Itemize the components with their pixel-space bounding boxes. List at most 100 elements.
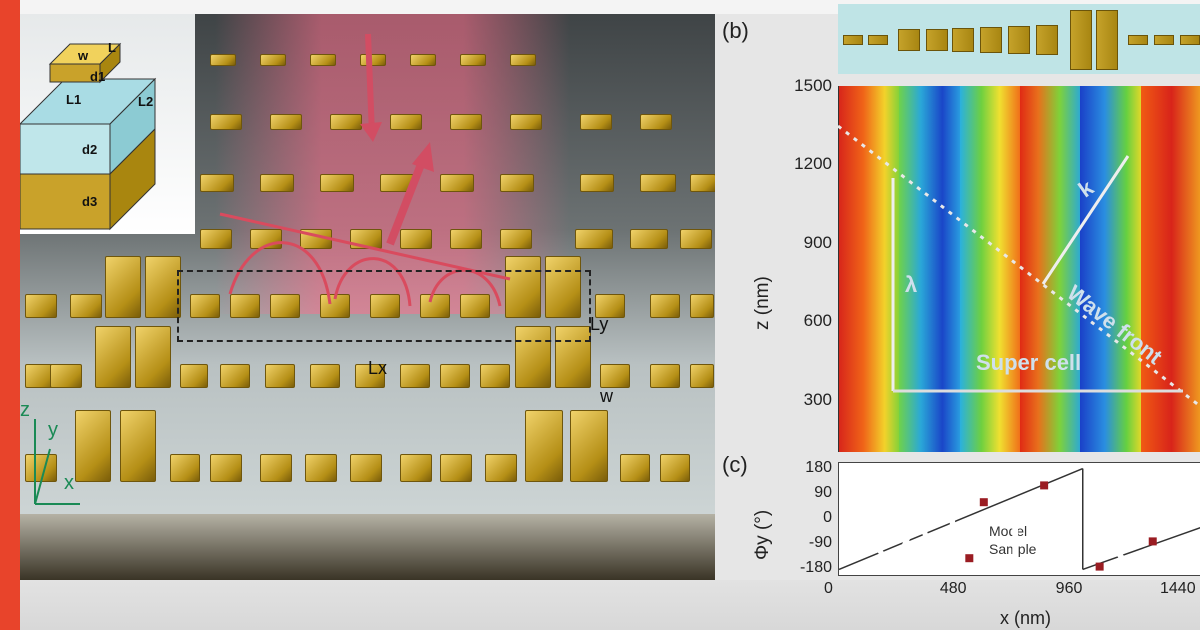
nanobar [230, 294, 260, 318]
nanobar [135, 326, 171, 388]
nanobar [640, 174, 676, 192]
model-line-segment [1082, 526, 1200, 571]
nanobar [320, 174, 354, 192]
nanobar [505, 256, 541, 318]
nanobar [390, 114, 422, 130]
nanobar [440, 364, 470, 388]
nanobar [330, 114, 362, 130]
nanobar [485, 454, 517, 482]
axis-gizmo [34, 419, 80, 505]
nanobar [650, 294, 680, 318]
sample-point [965, 554, 974, 563]
sample-point [1095, 562, 1104, 571]
brand-logo-text: ХАЙТЕК [848, 503, 1133, 572]
supercell-nanobar [1096, 10, 1118, 70]
nanobar [200, 229, 232, 249]
phase-x-axis-label: x (nm) [1000, 608, 1051, 628]
nanobar [440, 454, 472, 482]
nanobar [355, 364, 385, 388]
nanobar [180, 364, 208, 388]
wavelet-arc [333, 257, 412, 307]
nanobar [690, 294, 714, 318]
reflected-arrow-head [412, 142, 434, 172]
metasurface-panel: w L d1 L1 L2 d2 d3 Ly Lx w z y x [20, 14, 715, 580]
phase-y-tick: -180 [799, 559, 832, 577]
nanobar [680, 229, 712, 249]
nanobar [260, 454, 292, 482]
heatmap-y-tick: 600 [803, 311, 832, 331]
nanobar [210, 114, 242, 130]
left-accent-bar [0, 0, 20, 630]
label-lx: Lx [368, 358, 388, 378]
inset-label-w: w [78, 48, 89, 63]
unit-cell-drawing [20, 42, 157, 231]
nanobar [310, 54, 336, 66]
nanobar [460, 294, 490, 318]
nanobar [400, 454, 432, 482]
nanobar [595, 294, 625, 318]
substrate [20, 514, 715, 580]
inset-label-d1: d1 [90, 69, 106, 84]
nanobar [510, 54, 536, 66]
wavefront-line [219, 212, 511, 281]
phase-plot-canvas [838, 467, 1200, 571]
inset-label-l2: L2 [138, 94, 154, 109]
nanobar [460, 54, 486, 66]
sample-point [1148, 537, 1157, 546]
nanobar [120, 410, 156, 482]
phase-y-tick: 0 [823, 509, 832, 526]
nanobar [570, 410, 608, 482]
phase-x-tick: 0 [824, 580, 833, 597]
nanobar [410, 54, 436, 66]
wave-front-line [838, 124, 1200, 408]
nanobar [305, 454, 337, 482]
super-cell-label: Super cell [976, 350, 1082, 375]
reflected-arrow [386, 152, 429, 246]
nanobar [650, 364, 680, 388]
nanobar [575, 229, 613, 249]
phase-y-tick: 180 [805, 458, 832, 476]
inset-label-l: L [108, 40, 116, 55]
nanobar [370, 294, 400, 318]
nanobar [70, 294, 102, 318]
panel-c-label: (c) [722, 452, 748, 477]
nanobar [555, 326, 591, 388]
phase-x-tick: 480 [939, 580, 967, 597]
supercell-nanobar [1128, 35, 1148, 45]
beam-overlay [219, 33, 511, 307]
nanobar [105, 256, 141, 318]
legend-sample: Sample [989, 541, 1037, 557]
nanobar [260, 174, 294, 192]
supercell-nanobar [898, 29, 920, 51]
label-ly: Ly [590, 314, 609, 334]
nanobar [420, 294, 450, 318]
nanobar [310, 364, 340, 388]
nanobar [220, 364, 250, 388]
heatmap-y-tick: 300 [803, 389, 832, 409]
incident-arrow-head [360, 122, 382, 142]
phase-x-tick: 1440 [1160, 580, 1196, 597]
heatmap-y-tick: 900 [803, 232, 832, 252]
supercell-nanobar [1070, 10, 1092, 70]
inset-label-d3: d3 [82, 194, 98, 209]
sample-point [979, 498, 988, 507]
nanobar [515, 326, 551, 388]
nanobar [500, 229, 532, 249]
inset-label-l1: L1 [66, 92, 82, 107]
nanobar [260, 54, 286, 66]
nanobar [440, 174, 474, 192]
nanobar [640, 114, 672, 130]
nanobar [75, 410, 111, 482]
nanobar [50, 364, 82, 388]
nanobar [25, 294, 57, 318]
supercell-nanobar [1180, 35, 1200, 45]
phase-y-axis-label: Φy (°) [752, 509, 773, 560]
nanobar [450, 229, 482, 249]
nanobar [210, 454, 242, 482]
nanobar [690, 174, 715, 192]
supercell-nanobar [926, 29, 948, 51]
nanobar [270, 114, 302, 130]
nanobar [480, 364, 510, 388]
phase-y-tick: -90 [808, 534, 832, 552]
nanobar [450, 114, 482, 130]
